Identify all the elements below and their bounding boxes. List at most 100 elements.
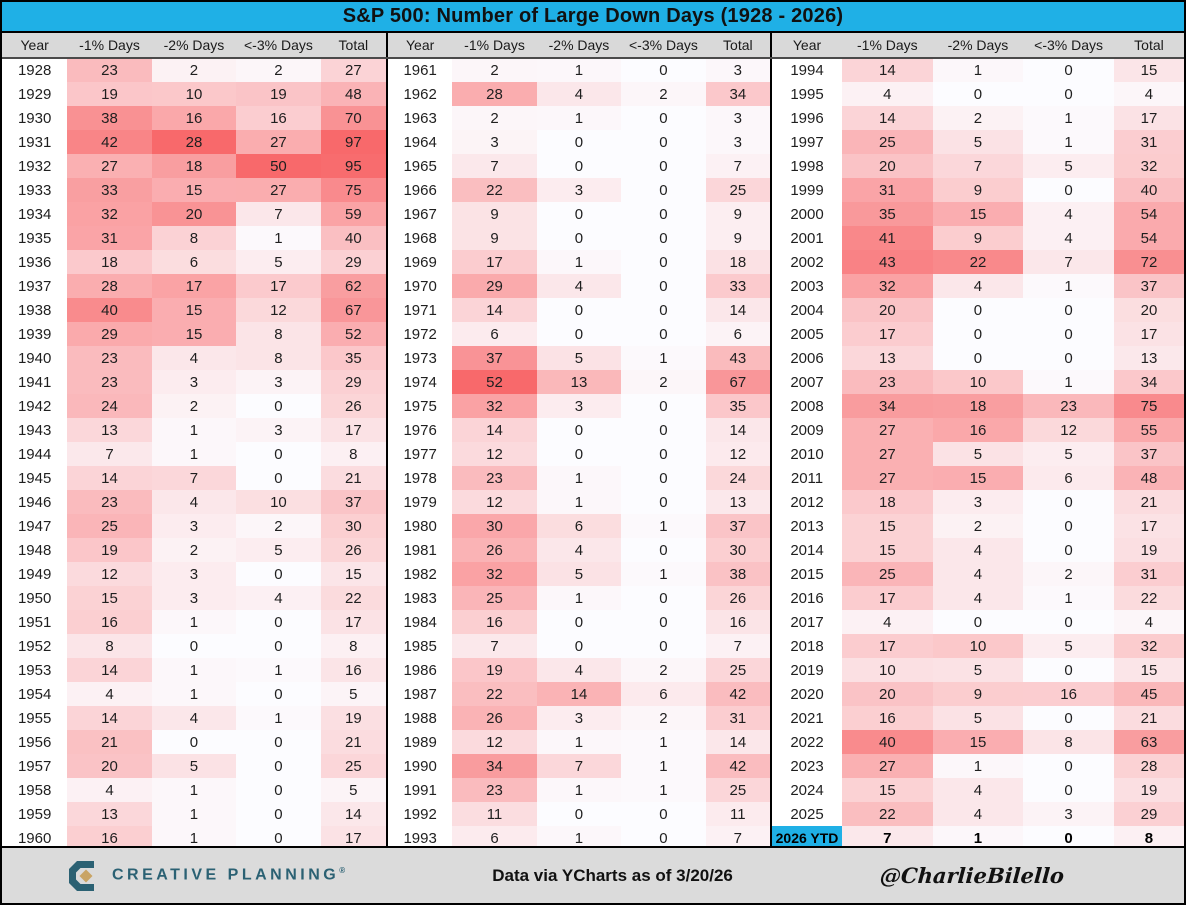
value-cell: 3 [705, 130, 771, 154]
table-row: 1932 27 18 50 95 [2, 154, 386, 178]
table-row: 2011 27 15 6 48 [772, 466, 1184, 490]
value-cell: 4 [932, 274, 1024, 298]
table-row: 2026 YTD 7 1 0 8 [772, 826, 1184, 846]
value-cell: 15 [151, 322, 237, 346]
value-cell: 5 [1023, 442, 1114, 466]
value-cell: 0 [621, 202, 706, 226]
value-cell: 5 [236, 538, 321, 562]
value-cell: 48 [1113, 466, 1184, 490]
year-cell: 2018 [772, 634, 843, 658]
year-cell: 2008 [772, 394, 843, 418]
year-cell: 2006 [772, 346, 843, 370]
year-cell: 1982 [387, 562, 453, 586]
value-cell: 25 [67, 514, 152, 538]
value-cell: 10 [932, 634, 1024, 658]
column-header: Total [1113, 33, 1184, 59]
value-cell: 11 [452, 802, 537, 826]
value-cell: 7 [842, 826, 933, 846]
value-cell: 14 [320, 802, 386, 826]
table-row: 1945 14 7 0 21 [2, 466, 386, 490]
value-cell: 6 [705, 322, 771, 346]
value-cell: 0 [621, 586, 706, 610]
value-cell: 7 [536, 754, 622, 778]
value-cell: 27 [236, 178, 321, 202]
value-cell: 6 [1023, 466, 1114, 490]
year-cell: 2005 [772, 322, 843, 346]
value-cell: 7 [1023, 250, 1114, 274]
year-cell: 1948 [2, 538, 68, 562]
value-cell: 5 [1023, 634, 1114, 658]
value-cell: 3 [151, 514, 237, 538]
column-header: -2% Days [151, 33, 237, 59]
value-cell: 1 [1023, 370, 1114, 394]
value-cell: 54 [1113, 202, 1184, 226]
value-cell: 8 [236, 346, 321, 370]
value-cell: 2 [236, 58, 321, 82]
table-row: 2023 27 1 0 28 [772, 754, 1184, 778]
column-header: -2% Days [932, 33, 1024, 59]
value-cell: 4 [67, 682, 152, 706]
value-cell: 0 [1023, 58, 1114, 82]
value-cell: 1 [1023, 586, 1114, 610]
value-cell: 3 [536, 178, 622, 202]
author-handle: @CharlieBilello [879, 863, 1065, 888]
value-cell: 0 [621, 418, 706, 442]
year-cell: 2025 [772, 802, 843, 826]
value-cell: 4 [1023, 202, 1114, 226]
value-cell: 9 [932, 226, 1024, 250]
value-cell: 14 [705, 730, 771, 754]
year-cell: 1929 [2, 82, 68, 106]
table-row: 2007 23 10 1 34 [772, 370, 1184, 394]
table-row: 2000 35 15 4 54 [772, 202, 1184, 226]
year-cell: 1937 [2, 274, 68, 298]
year-cell: 1968 [387, 226, 453, 250]
value-cell: 2 [621, 370, 706, 394]
value-cell: 13 [842, 346, 933, 370]
value-cell: 0 [536, 418, 622, 442]
value-cell: 17 [1113, 106, 1184, 130]
value-cell: 0 [536, 442, 622, 466]
year-cell: 1998 [772, 154, 843, 178]
table-row: 1956 21 0 0 21 [2, 730, 386, 754]
value-cell: 5 [1023, 154, 1114, 178]
year-cell: 1935 [2, 226, 68, 250]
table-area: Year -1% Days -2% Days <-3% Days Total 1928 23… [2, 33, 1184, 846]
value-cell: 0 [621, 274, 706, 298]
value-cell: 2 [932, 514, 1024, 538]
value-cell: 45 [1113, 682, 1184, 706]
year-cell: 1940 [2, 346, 68, 370]
value-cell: 37 [1113, 274, 1184, 298]
value-cell: 1 [621, 778, 706, 802]
value-cell: 34 [452, 754, 537, 778]
table-row: 1982 32 5 1 38 [387, 562, 771, 586]
year-cell: 1931 [2, 130, 68, 154]
value-cell: 25 [705, 178, 771, 202]
year-cell: 1976 [387, 418, 453, 442]
table-row: 2006 13 0 0 13 [772, 346, 1184, 370]
value-cell: 33 [705, 274, 771, 298]
year-cell: 1989 [387, 730, 453, 754]
year-cell: 2013 [772, 514, 843, 538]
value-cell: 72 [1113, 250, 1184, 274]
value-cell: 0 [1023, 538, 1114, 562]
value-cell: 16 [932, 418, 1024, 442]
value-cell: 34 [1113, 370, 1184, 394]
table-row: 2013 15 2 0 17 [772, 514, 1184, 538]
value-cell: 2 [452, 58, 537, 82]
table-row: 1968 9 0 0 9 [387, 226, 771, 250]
table-row: 1948 19 2 5 26 [2, 538, 386, 562]
table-row: 2019 10 5 0 15 [772, 658, 1184, 682]
value-cell: 1 [932, 826, 1024, 846]
value-cell: 6 [536, 514, 622, 538]
value-cell: 3 [536, 706, 622, 730]
value-cell: 32 [67, 202, 152, 226]
table-row: 2012 18 3 0 21 [772, 490, 1184, 514]
value-cell: 5 [932, 442, 1024, 466]
value-cell: 5 [932, 130, 1024, 154]
value-cell: 4 [236, 586, 321, 610]
value-cell: 4 [932, 562, 1024, 586]
value-cell: 4 [151, 346, 237, 370]
value-cell: 0 [621, 442, 706, 466]
table-row: 1964 3 0 0 3 [387, 130, 771, 154]
value-cell: 0 [621, 178, 706, 202]
